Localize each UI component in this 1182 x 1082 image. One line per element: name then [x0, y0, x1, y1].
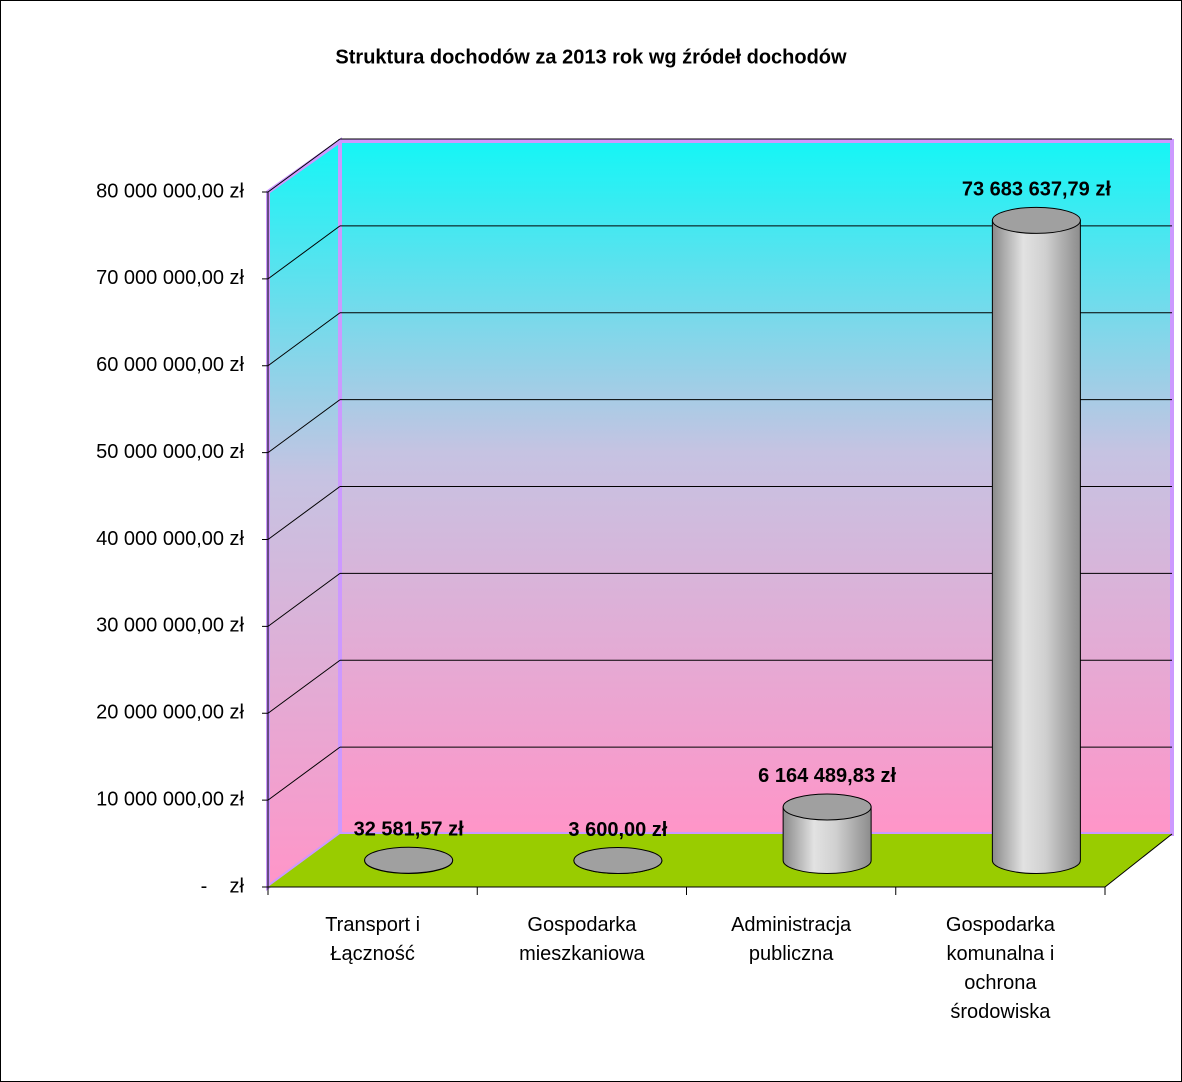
- bar-top: [573, 846, 663, 874]
- bar-body: [991, 219, 1081, 875]
- floor-edge: [1104, 833, 1173, 888]
- value-label: 3 600,00 zł: [568, 819, 667, 841]
- grid-line: [267, 746, 341, 801]
- value-label: 73 683 637,79 zł: [962, 179, 1111, 201]
- y-tick-label: 40 000 000,00 zł: [96, 528, 244, 550]
- grid-line: [267, 225, 341, 280]
- bar-body: [782, 806, 872, 874]
- x-tick-label: Gospodarka mieszkaniowa: [519, 914, 645, 965]
- x-tick-label: Administracja publiczna: [731, 914, 852, 965]
- grid-line: [267, 572, 341, 627]
- bar-top: [364, 846, 454, 874]
- grid-line: [267, 486, 341, 540]
- bar-top: [782, 793, 872, 821]
- y-tick-label: 30 000 000,00 zł: [96, 615, 244, 637]
- bar: [573, 846, 663, 874]
- grid-line: [267, 138, 341, 193]
- bar: [991, 206, 1081, 875]
- chart-title: Struktura dochodów za 2013 rok wg źródeł…: [335, 46, 847, 68]
- x-tick-label: Transport i Łączność: [325, 914, 421, 965]
- y-tick-label: 60 000 000,00 zł: [96, 354, 244, 376]
- y-tick-label: 70 000 000,00 zł: [96, 267, 244, 289]
- grid-line: [267, 312, 341, 367]
- y-tick-label: 10 000 000,00 zł: [96, 788, 244, 810]
- bar-top: [991, 206, 1081, 234]
- grid-line: [267, 659, 341, 714]
- value-label: 32 581,57 zł: [354, 818, 465, 840]
- floor: [268, 834, 1172, 887]
- y-tick-label: 20 000 000,00 zł: [96, 702, 244, 724]
- bar: [364, 846, 454, 874]
- y-tick-label: 80 000 000,00 zł: [96, 180, 244, 202]
- value-label: 6 164 489,83 zł: [758, 765, 896, 787]
- y-tick-label: 50 000 000,00 zł: [96, 441, 244, 463]
- x-tick-label: Gospodarka komunalna i ochrona środowisk…: [945, 914, 1055, 1023]
- grid-line: [267, 399, 341, 454]
- bar: [782, 793, 872, 874]
- y-tick-label: - zł: [201, 875, 245, 897]
